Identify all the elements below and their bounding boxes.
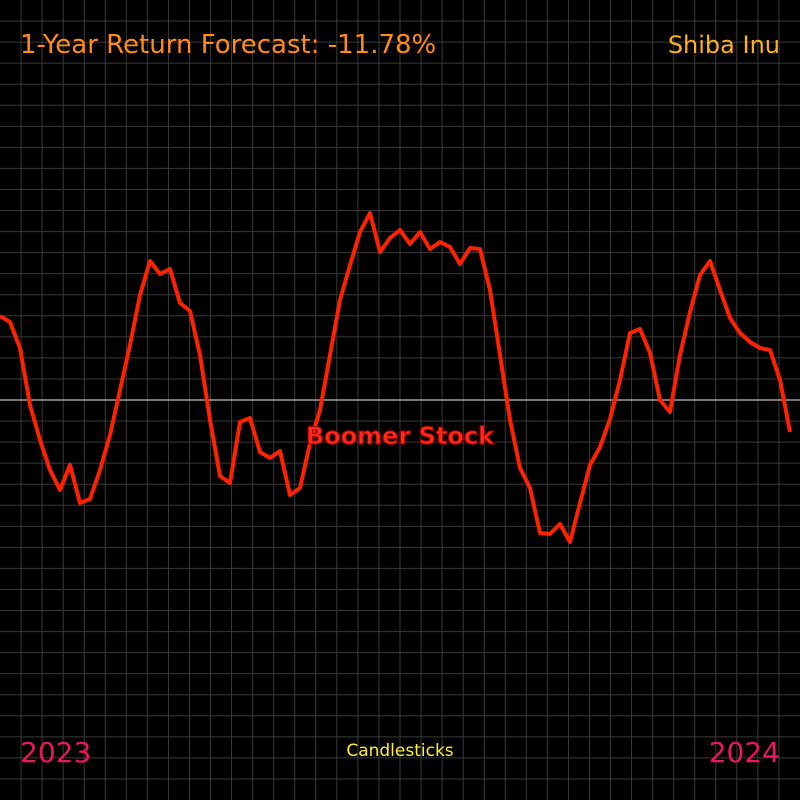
plot — [0, 211, 792, 544]
data-line — [0, 211, 792, 544]
x-axis-label: Candlesticks — [346, 741, 453, 761]
x-start-label: 2023 — [20, 736, 91, 769]
chart-title: 1-Year Return Forecast: -11.78% — [20, 30, 436, 60]
x-end-label: 2024 — [709, 736, 780, 769]
annotation: Boomer Stock — [306, 422, 495, 450]
subtitle: Shiba Inu — [668, 31, 780, 59]
